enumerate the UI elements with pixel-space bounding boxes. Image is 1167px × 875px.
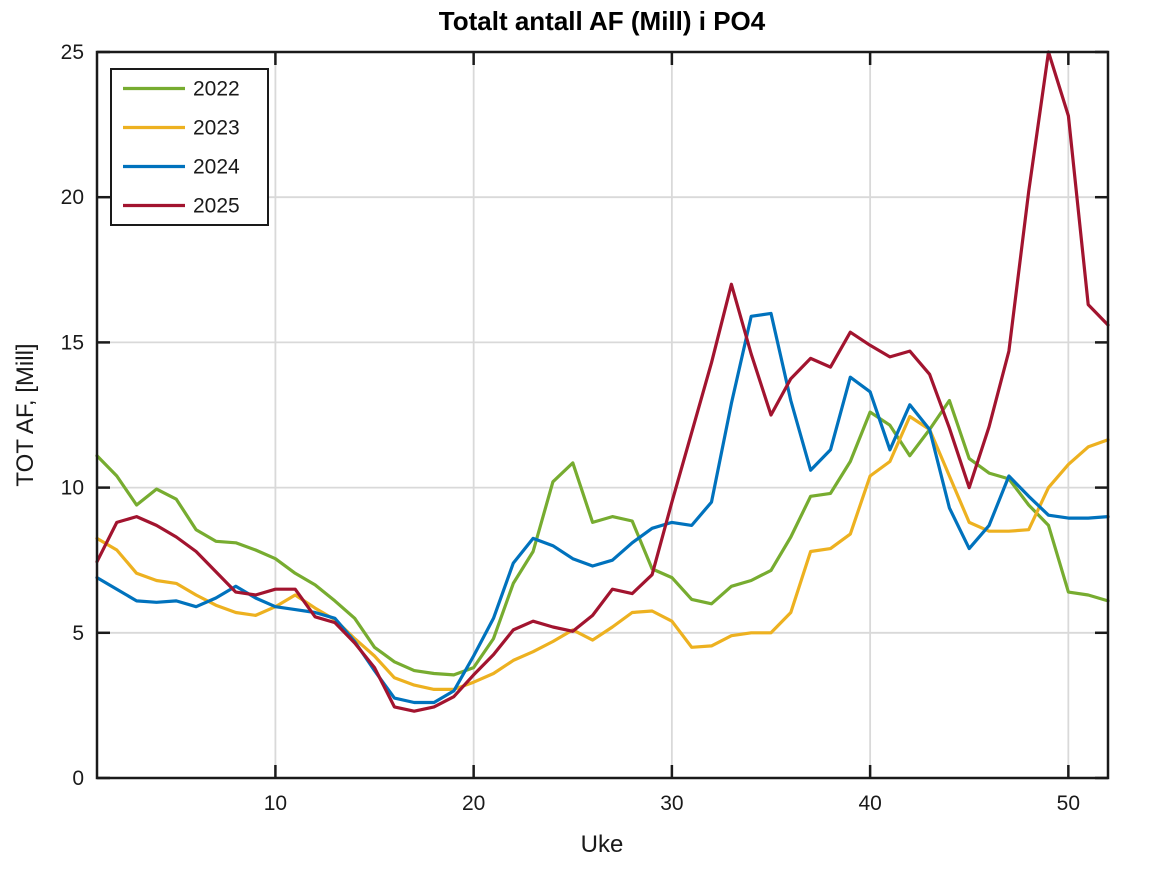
x-tick-label: 20	[462, 792, 485, 815]
x-tick-label: 50	[1057, 792, 1080, 815]
y-tick-label: 0	[72, 767, 84, 790]
legend-label-2023: 2023	[193, 117, 240, 140]
x-tick-label: 40	[858, 792, 881, 815]
data-series-lines	[95, 50, 1110, 713]
chart-title: Totalt antall AF (Mill) i PO4	[439, 6, 766, 36]
y-tick-label: 10	[61, 477, 84, 500]
series-line-2024	[95, 311, 1110, 705]
series-line-2022	[95, 398, 1110, 677]
x-tick-label: 30	[660, 792, 683, 815]
legend-label-2022: 2022	[193, 78, 240, 101]
series-line-2023	[95, 414, 1110, 692]
y-tick-label: 20	[61, 186, 84, 209]
legend-label-2025: 2025	[193, 195, 240, 218]
x-tick-label: 10	[264, 792, 287, 815]
plot-border	[95, 50, 1110, 780]
y-axis-label: TOT AF, [Mill]	[12, 343, 39, 486]
series-line-2025	[95, 50, 1110, 713]
legend: 2022 2023 2024 2025	[110, 68, 269, 226]
y-tick-label: 5	[72, 622, 84, 645]
legend-label-2024: 2024	[193, 156, 240, 179]
axes-box	[95, 50, 1110, 780]
y-tick-label: 25	[61, 41, 84, 64]
axis-ticks	[97, 50, 1108, 780]
x-axis-label: Uke	[581, 831, 624, 858]
y-tick-label: 15	[61, 331, 84, 354]
legend-box	[110, 68, 269, 226]
